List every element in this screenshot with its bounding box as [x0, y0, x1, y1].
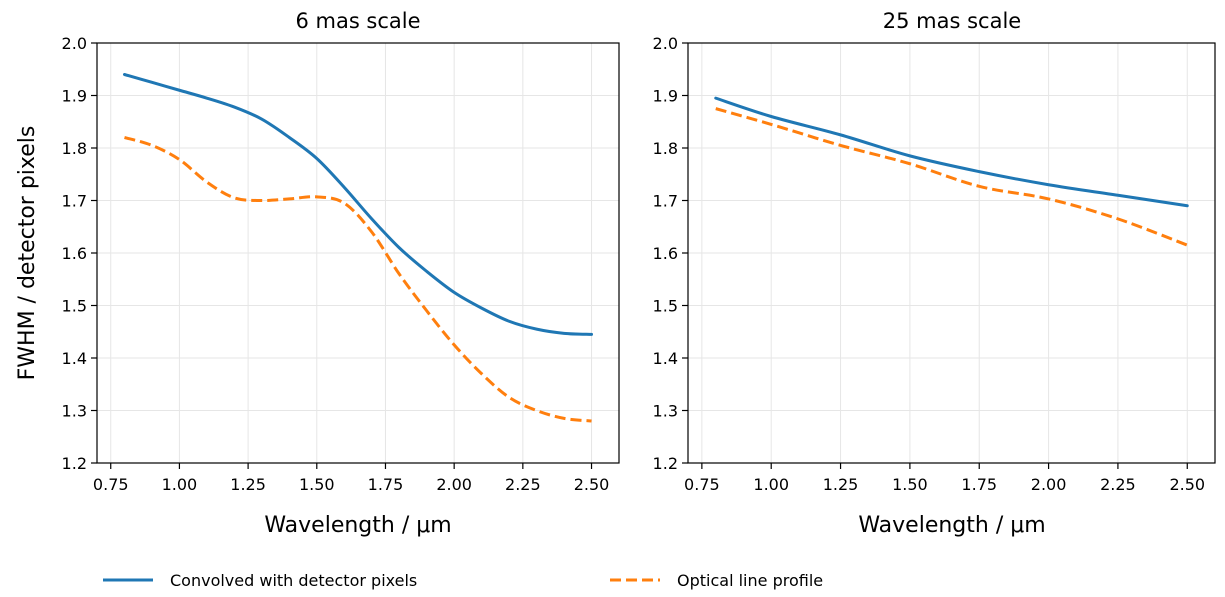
legend: Convolved with detector pixels Optical l…	[103, 571, 823, 590]
panel-6mas-ticks: 0.75 1.00 1.25 1.50 1.75 2.00 2.25 2.50 1.2 1.3 1.…	[62, 34, 610, 494]
y-tick-label: 1.9	[653, 87, 678, 106]
panel-6mas: 6 mas scale 0.75 1.00 1.25 1.50 1.75 2.00 2.25…	[15, 9, 620, 538]
x-tick-label: 1.50	[892, 475, 928, 494]
legend-label-optical: Optical line profile	[677, 571, 823, 590]
y-tick-label: 1.2	[62, 454, 87, 473]
x-tick-label: 0.75	[93, 475, 129, 494]
x-tick-label: 1.25	[823, 475, 859, 494]
y-tick-label: 1.7	[653, 192, 678, 211]
series-line-convolved	[714, 96, 1189, 208]
y-tick-label: 1.9	[62, 87, 87, 106]
y-tick-label: 1.4	[653, 349, 678, 368]
series-line-convolved	[122, 73, 594, 336]
panel-25mas-title: 25 mas scale	[883, 9, 1021, 33]
x-tick-label: 1.00	[162, 475, 198, 494]
panel-25mas: 25 mas scale 0.75 1.00 1.25 1.50 1.75 2.00 2.2…	[653, 9, 1216, 538]
x-tick-label: 2.00	[436, 475, 472, 494]
y-tick-label: 1.6	[653, 244, 678, 263]
y-tick-label: 1.3	[62, 402, 87, 421]
y-tick-label: 1.7	[62, 192, 87, 211]
y-tick-label: 1.6	[62, 244, 87, 263]
series-line-optical	[715, 107, 1188, 247]
x-tick-label: 2.50	[1169, 475, 1205, 494]
y-tick-label: 1.8	[653, 139, 678, 158]
x-tick-label: 1.25	[230, 475, 266, 494]
x-tick-label: 1.75	[961, 475, 997, 494]
x-tick-label: 1.75	[368, 475, 404, 494]
panel-6mas-title: 6 mas scale	[295, 9, 420, 33]
y-tick-label: 1.4	[62, 349, 87, 368]
x-tick-label: 2.25	[505, 475, 541, 494]
x-tick-label: 2.50	[574, 475, 610, 494]
x-tick-label: 1.00	[753, 475, 789, 494]
x-tick-label: 1.50	[299, 475, 335, 494]
panel-25mas-grid	[688, 42, 1215, 464]
series-line-optical	[124, 136, 592, 423]
panel-25mas-ticks: 0.75 1.00 1.25 1.50 1.75 2.00 2.25 2.50 1.2 1.3 1.…	[653, 34, 1206, 494]
y-tick-label: 1.8	[62, 139, 87, 158]
panel-6mas-xlabel: Wavelength / μm	[264, 513, 451, 538]
y-tick-label: 1.2	[653, 454, 678, 473]
legend-label-convolved: Convolved with detector pixels	[170, 571, 417, 590]
y-tick-label: 1.5	[62, 297, 87, 316]
y-tick-label: 2.0	[653, 34, 678, 53]
panel-25mas-series	[714, 96, 1189, 247]
panel-6mas-series	[122, 73, 594, 423]
x-tick-label: 2.25	[1100, 475, 1136, 494]
x-tick-label: 2.00	[1031, 475, 1067, 494]
panel-25mas-xlabel: Wavelength / μm	[858, 513, 1045, 538]
x-tick-label: 0.75	[684, 475, 720, 494]
panel-6mas-grid	[97, 42, 619, 464]
y-tick-label: 2.0	[62, 34, 87, 53]
panel-6mas-ylabel: FWHM / detector pixels	[15, 126, 40, 381]
y-tick-label: 1.5	[653, 297, 678, 316]
y-tick-label: 1.3	[653, 402, 678, 421]
